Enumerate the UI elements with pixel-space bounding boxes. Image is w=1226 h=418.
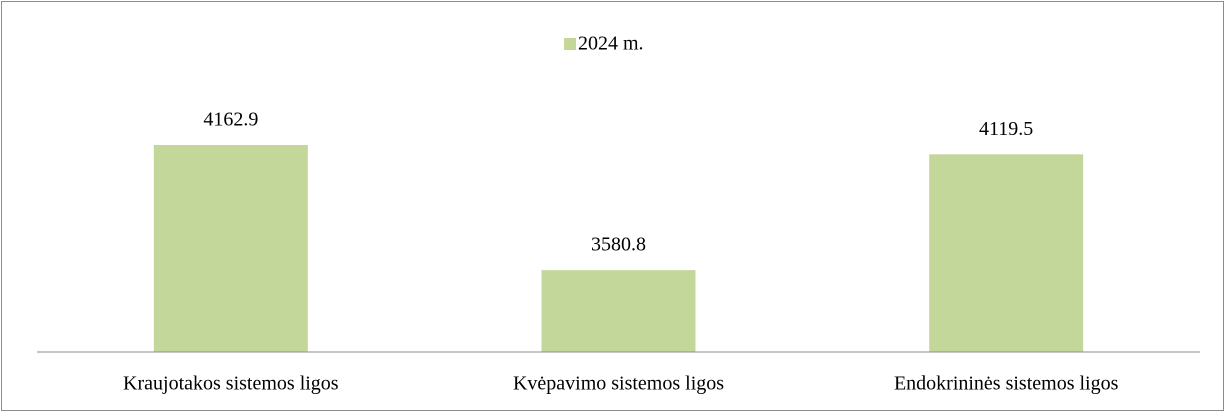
x-tick-label: Endokrininės sistemos ligos (894, 373, 1119, 395)
bar (541, 270, 696, 352)
data-label: 3580.8 (591, 234, 646, 256)
legend-label: 2024 m. (578, 33, 644, 55)
data-label: 4119.5 (979, 118, 1033, 140)
bar (929, 154, 1084, 352)
x-tick-label: Kvėpavimo sistemos ligos (513, 373, 724, 395)
x-tick-label: Kraujotakos sistemos ligos (123, 373, 339, 395)
bar (153, 144, 308, 352)
data-label: 4162.9 (203, 109, 258, 131)
legend-swatch (564, 38, 576, 50)
